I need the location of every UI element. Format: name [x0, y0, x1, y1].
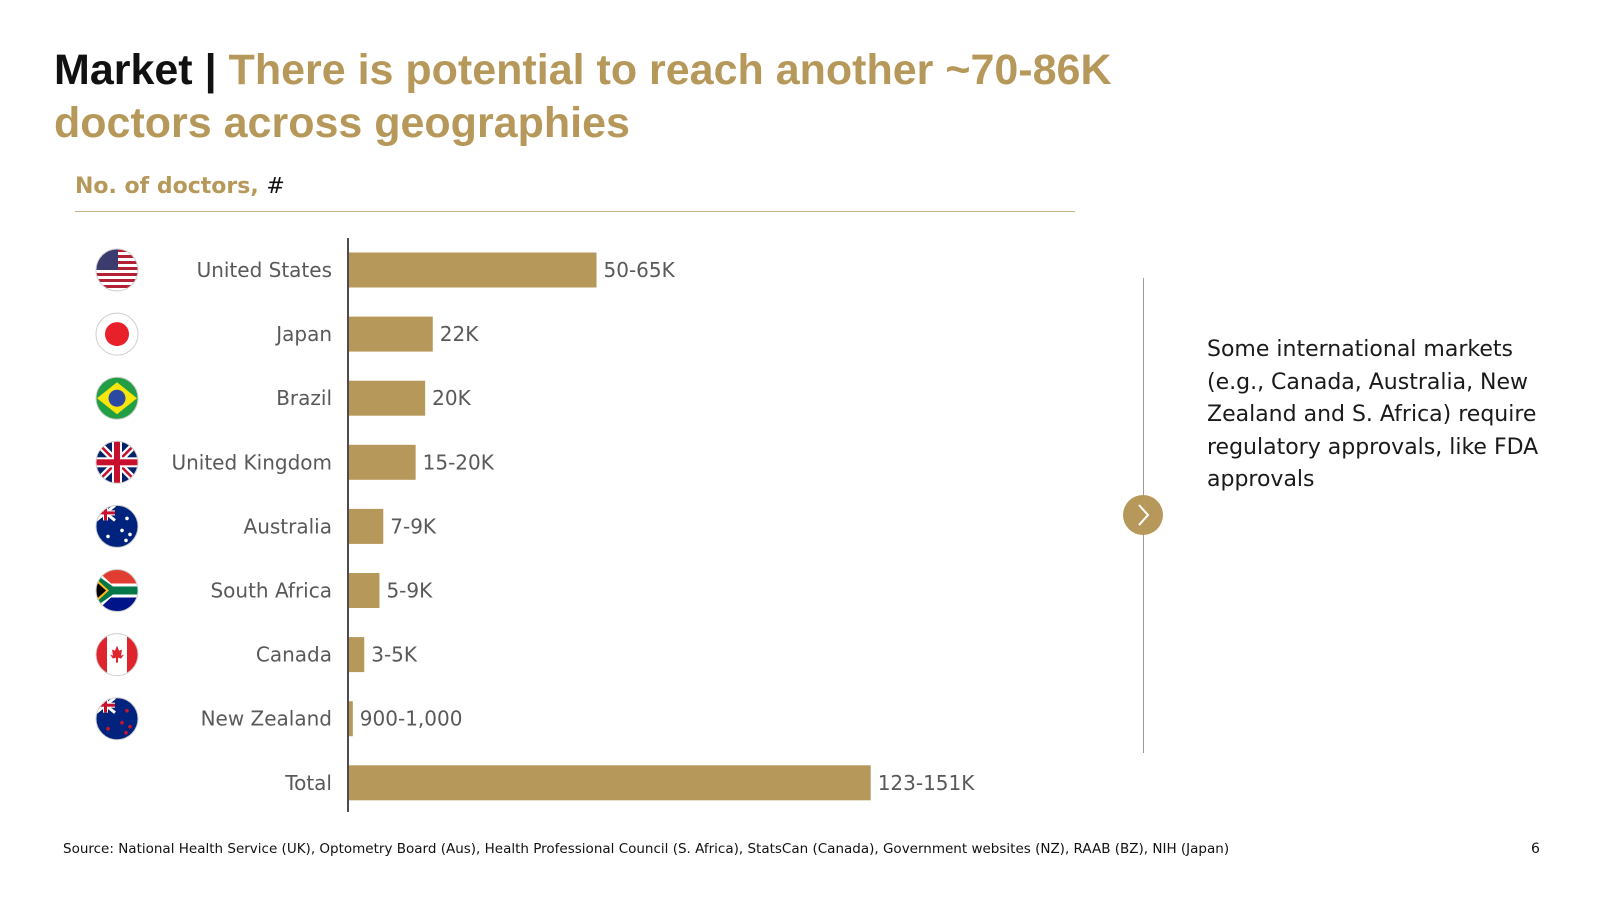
- flag-uk-icon: [95, 440, 139, 484]
- value-label: 3-5K: [371, 643, 418, 667]
- bar-united-kingdom: [349, 444, 416, 480]
- title-prefix: Market |: [54, 46, 229, 94]
- value-label: 5-9K: [386, 579, 433, 603]
- bar-chart: United States 50-65K Japan 22K Brazil 20K Unit…: [95, 238, 976, 812]
- category-label: Australia: [244, 514, 332, 538]
- note-text: Some international markets (e.g., Canada…: [1207, 337, 1539, 492]
- category-label: United Kingdom: [171, 450, 332, 474]
- source-footnote: Source: National Health Service (UK), Op…: [63, 841, 1230, 857]
- category-label: South Africa: [210, 579, 332, 603]
- subtitle-label: No. of doctors,: [75, 174, 259, 199]
- category-label: Japan: [274, 322, 332, 346]
- bar-new-zealand: [349, 701, 353, 737]
- bar-south-africa: [349, 573, 380, 608]
- bar-brazil: [349, 380, 426, 416]
- bar-canada: [349, 637, 365, 673]
- flag-japan-icon: [95, 312, 139, 356]
- category-label: Brazil: [276, 386, 332, 410]
- title-main: There is potential to reach another ~70-…: [54, 46, 1112, 147]
- chevron-right-icon: [1138, 504, 1150, 526]
- flag-new-zealand-icon: [95, 697, 139, 741]
- value-label: 20K: [432, 386, 471, 410]
- page-number: 6: [1531, 841, 1540, 857]
- value-label: 123-151K: [878, 771, 976, 795]
- flag-us-icon: [95, 248, 139, 292]
- value-label: 22K: [440, 322, 479, 346]
- flag-south-africa-icon: [95, 569, 139, 612]
- bar-japan: [349, 316, 433, 352]
- category-label: United States: [197, 258, 332, 282]
- value-label: 50-65K: [604, 258, 676, 282]
- subtitle-unit: #: [266, 174, 285, 199]
- bar-australia: [349, 508, 384, 544]
- flag-australia-icon: [95, 504, 139, 548]
- category-label: Total: [284, 771, 332, 795]
- next-arrow-button[interactable]: [1123, 495, 1163, 535]
- bar-total: [349, 765, 871, 801]
- bar-united-states: [349, 252, 597, 288]
- category-label: Canada: [256, 643, 332, 667]
- value-label: 7-9K: [390, 514, 437, 538]
- value-label: 900-1,000: [360, 707, 463, 731]
- value-label: 15-20K: [423, 450, 495, 474]
- category-label: New Zealand: [201, 707, 332, 731]
- flag-canada-icon: [95, 633, 139, 677]
- subtitle-rule: [75, 211, 1075, 212]
- slide-title: Market | There is potential to reach ano…: [54, 44, 1174, 150]
- flag-brazil-icon: [95, 376, 139, 420]
- chart-subtitle: No. of doctors, #: [75, 174, 285, 199]
